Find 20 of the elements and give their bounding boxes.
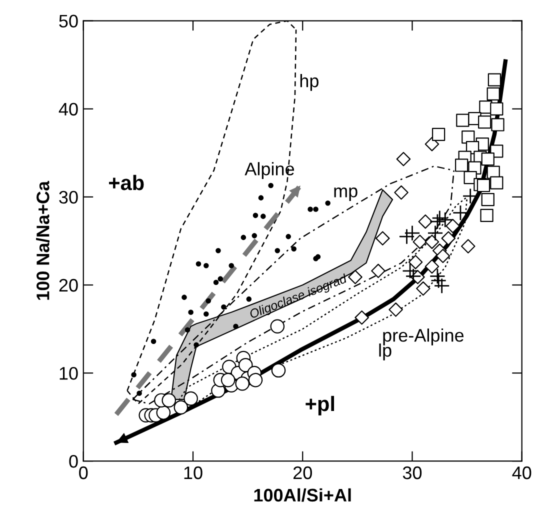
annotation: +ab	[108, 174, 144, 190]
annotation: Alpine	[244, 162, 294, 179]
x-tick-label: 30	[402, 466, 422, 480]
x-tick-label: 40	[512, 466, 532, 480]
y-tick-label: 10	[60, 366, 78, 380]
annotation: pre-Alpine	[383, 328, 464, 346]
x-axis-title: 100Al/Si+Al	[254, 488, 351, 502]
annotation: mp	[334, 187, 358, 201]
annotation: hp	[300, 74, 318, 91]
y-tick-label: 20	[59, 278, 78, 292]
annotation: lp	[379, 343, 392, 360]
x-tick-label: 20	[293, 466, 312, 480]
y-axis-title: 100 Na/Na+Ca	[36, 180, 50, 300]
x-tick-label: 0	[79, 466, 88, 480]
annotation: +pl	[306, 396, 334, 416]
y-tick-label: 0	[69, 455, 78, 468]
y-tick-label: 50	[59, 14, 78, 28]
y-tick-label: 40	[58, 102, 78, 116]
x-tick-label: 10	[184, 466, 202, 480]
y-tick-label: 30	[59, 190, 78, 204]
